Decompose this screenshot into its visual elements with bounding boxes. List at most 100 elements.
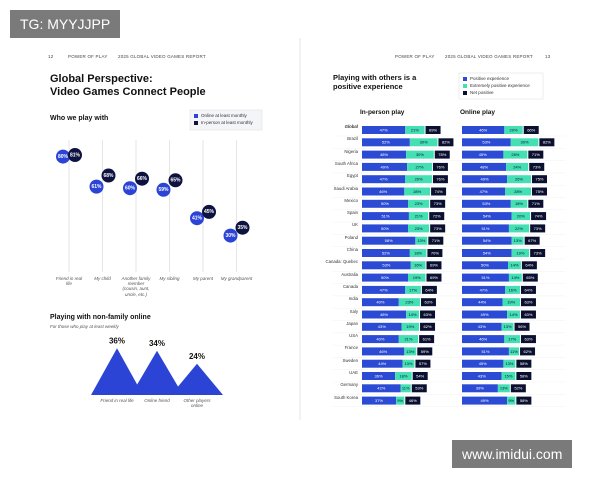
net-label: 64%	[525, 263, 533, 268]
segment-label: 14%	[510, 263, 518, 268]
net-box	[405, 396, 421, 405]
segment-label: 47%	[380, 287, 388, 292]
net-label: 62%	[424, 324, 432, 329]
bar-segment	[398, 335, 419, 344]
segment-label: 50%	[381, 226, 389, 231]
net-box	[520, 285, 536, 294]
column-title: Online play	[460, 109, 496, 116]
net-box	[412, 372, 428, 380]
net-box	[417, 347, 433, 356]
segment-label: 58%	[385, 238, 393, 243]
net-label: 52%	[514, 386, 522, 391]
dot-label: 60%	[125, 186, 136, 192]
bar-segment	[508, 224, 530, 233]
segment-label: 19%	[507, 300, 515, 305]
net-box	[421, 285, 437, 294]
net-label: 76%	[436, 177, 444, 182]
bar-segment	[362, 384, 401, 393]
bar-segment	[497, 384, 510, 393]
segment-label: 26%	[511, 152, 519, 157]
segment-label: 44%	[478, 300, 486, 305]
net-label: 66%	[527, 127, 535, 132]
country-label: UAE	[349, 370, 358, 375]
segment-label: 13%	[417, 238, 425, 243]
net-label: 75%	[535, 177, 543, 182]
bar-segment	[408, 199, 430, 208]
value-label: 36%	[109, 336, 125, 345]
segment-label: 45%	[479, 152, 487, 157]
segment-label: 15%	[504, 373, 512, 378]
bar-segment	[502, 298, 520, 307]
segment-label: 22%	[515, 226, 523, 231]
net-label: 71%	[532, 152, 540, 157]
dot	[135, 171, 149, 186]
bar-segment	[408, 212, 429, 221]
bar-segment	[462, 236, 512, 245]
country-label: Brazil	[347, 136, 358, 142]
net-label: 73%	[534, 226, 542, 231]
segment-label: 13%	[500, 386, 508, 391]
country-label: Egypt	[347, 173, 358, 179]
segment-label: 28%	[514, 189, 522, 194]
net-label: 82%	[442, 140, 450, 145]
dot-label: 66%	[137, 176, 148, 182]
segment-label: 18%	[515, 201, 523, 206]
net-box	[432, 175, 448, 184]
segment-label: 53%	[382, 263, 390, 268]
net-box	[430, 199, 446, 208]
bar-segment	[406, 150, 434, 159]
bar-segment	[510, 138, 539, 147]
bar-segment	[405, 285, 421, 294]
bar-segment	[462, 384, 498, 393]
category-label: Other players online	[183, 398, 211, 409]
bar-segment	[362, 359, 403, 368]
category-label: Another family member (cousin, aunt, unc…	[121, 276, 151, 297]
dot	[156, 182, 171, 197]
segment-label: 40%	[376, 300, 384, 305]
legend-label: Positive experience	[470, 76, 510, 81]
segment-label: 11%	[510, 349, 518, 354]
dot	[202, 204, 216, 219]
bar-segment	[462, 347, 509, 356]
country-label: South Korea	[334, 394, 358, 400]
bar-segment	[400, 384, 411, 393]
bar-segment	[415, 236, 428, 245]
triangle	[131, 350, 183, 395]
net-box	[522, 273, 538, 282]
bar-segment	[405, 126, 425, 134]
net-box	[429, 212, 445, 221]
dot	[68, 148, 82, 163]
bar-segment	[362, 199, 408, 208]
chart-title: Playing with non-family online	[50, 314, 151, 321]
bar-segment	[362, 396, 397, 405]
net-label: 46%	[409, 398, 417, 403]
segment-label: 26%	[515, 177, 523, 182]
country-label: Japan	[346, 320, 358, 326]
segment-label: 53%	[482, 140, 490, 145]
bar-segment	[362, 162, 408, 171]
report-name: 2025 GLOBAL VIDEO GAMES REPORT	[445, 54, 533, 59]
title-line: Global Perspective:	[50, 73, 153, 85]
bar-segment	[362, 187, 405, 196]
legend-swatch	[194, 121, 198, 125]
segment-label: 30%	[521, 140, 529, 145]
segment-label: 19%	[516, 250, 524, 255]
bar-segment	[406, 310, 420, 319]
bar-segment	[402, 359, 415, 368]
net-label: 71%	[532, 201, 540, 206]
dot-label: 35%	[237, 225, 248, 231]
segment-label: 51%	[381, 213, 389, 218]
bar-segment	[362, 347, 405, 356]
segment-label: 37%	[375, 398, 383, 403]
dot	[101, 168, 116, 183]
net-label: 53%	[415, 386, 423, 391]
country-label: China	[346, 247, 358, 252]
segment-label: 44%	[378, 361, 386, 366]
segment-label: 9%	[397, 398, 403, 403]
segment-label: 51%	[481, 226, 489, 231]
segment-label: 29%	[415, 177, 423, 182]
country-label: Poland	[344, 234, 358, 240]
segment-label: 23%	[405, 300, 413, 305]
bar-segment	[362, 285, 406, 294]
